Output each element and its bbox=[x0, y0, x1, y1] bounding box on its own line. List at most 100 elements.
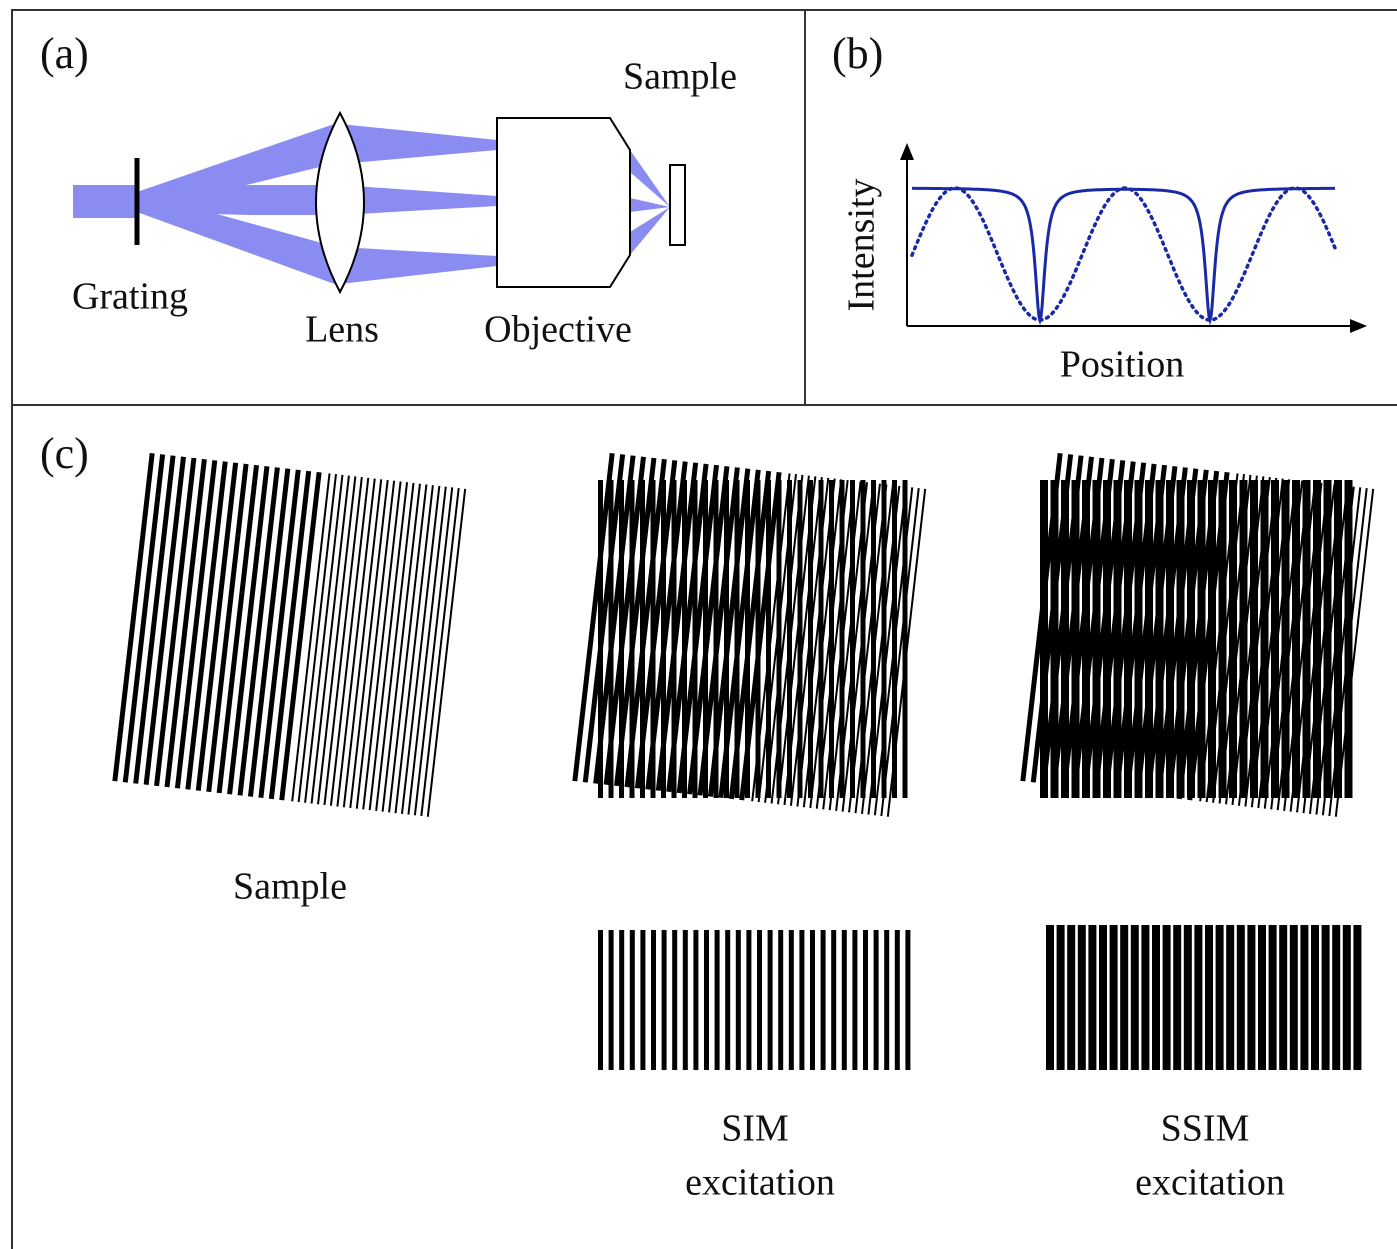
stripe bbox=[819, 480, 824, 798]
stripe bbox=[609, 930, 614, 1070]
stripe bbox=[185, 461, 227, 789]
stripe bbox=[1258, 925, 1266, 1070]
stripe bbox=[1163, 925, 1171, 1070]
stripe bbox=[871, 480, 876, 798]
panel-label: (b) bbox=[832, 29, 883, 78]
stripe bbox=[840, 480, 845, 798]
stripe-group bbox=[598, 930, 910, 1070]
stripe bbox=[1290, 925, 1298, 1070]
objective-label: Objective bbox=[484, 309, 632, 351]
stripe bbox=[1110, 925, 1118, 1070]
stripe bbox=[874, 930, 879, 1070]
stripe bbox=[1343, 925, 1351, 1070]
stripe bbox=[672, 930, 677, 1070]
stripe bbox=[672, 480, 677, 798]
stripe bbox=[1067, 925, 1075, 1070]
stripe bbox=[217, 465, 259, 793]
stripe bbox=[1120, 925, 1128, 1070]
stripe bbox=[227, 466, 269, 794]
stripe bbox=[196, 462, 238, 790]
stripe bbox=[905, 930, 910, 1070]
stripe bbox=[598, 930, 603, 1070]
stripe bbox=[1303, 480, 1311, 798]
stripe bbox=[693, 480, 698, 798]
x-axis-label: Position bbox=[1060, 344, 1185, 386]
stripe bbox=[1124, 480, 1132, 798]
stripe bbox=[693, 930, 698, 1070]
stripe bbox=[1061, 480, 1069, 798]
curve-dotted bbox=[912, 188, 1335, 320]
stripe bbox=[1131, 925, 1139, 1070]
stripe bbox=[1103, 480, 1111, 798]
stripe bbox=[1205, 925, 1213, 1070]
stripe bbox=[715, 930, 720, 1070]
stripe bbox=[258, 470, 300, 798]
stripe bbox=[789, 930, 794, 1070]
stripe-group bbox=[1046, 925, 1361, 1070]
stripe bbox=[1156, 480, 1164, 798]
stripe bbox=[829, 480, 834, 798]
panel-label: (a) bbox=[40, 29, 89, 78]
stripe bbox=[735, 480, 740, 798]
stripe-group bbox=[112, 453, 466, 817]
stripe bbox=[1240, 480, 1248, 798]
stripe bbox=[1282, 480, 1290, 798]
stripe bbox=[175, 460, 217, 788]
stripe bbox=[892, 480, 897, 798]
stripe bbox=[1114, 480, 1122, 798]
stripe bbox=[1177, 480, 1185, 798]
stripe bbox=[206, 464, 248, 792]
sample-caption: Sample bbox=[233, 866, 347, 908]
stripe bbox=[1082, 480, 1090, 798]
grating-label: Grating bbox=[72, 276, 188, 318]
stripe bbox=[1166, 480, 1174, 798]
stripe bbox=[842, 930, 847, 1070]
stripe bbox=[778, 930, 783, 1070]
stripe bbox=[884, 930, 889, 1070]
stripe bbox=[640, 930, 645, 1070]
stripe bbox=[799, 930, 804, 1070]
stripe bbox=[756, 480, 761, 798]
stripe bbox=[1229, 480, 1237, 798]
stripe bbox=[703, 480, 708, 798]
stripe bbox=[1279, 925, 1287, 1070]
stripe bbox=[1300, 925, 1308, 1070]
stripe bbox=[1247, 925, 1255, 1070]
stripe bbox=[661, 480, 666, 798]
stripe bbox=[1046, 925, 1054, 1070]
stripe bbox=[1345, 480, 1353, 798]
stripe bbox=[863, 930, 868, 1070]
stripe bbox=[768, 930, 773, 1070]
stripe bbox=[777, 480, 782, 798]
lens-label: Lens bbox=[305, 309, 379, 351]
stripe bbox=[798, 480, 803, 798]
stripe bbox=[1040, 480, 1048, 798]
stripe bbox=[1226, 925, 1234, 1070]
stripe bbox=[1152, 925, 1160, 1070]
stripe bbox=[154, 458, 196, 786]
stripe bbox=[619, 930, 624, 1070]
stripe bbox=[248, 468, 290, 796]
stripe bbox=[724, 480, 729, 798]
stripe bbox=[1208, 480, 1216, 798]
stripe bbox=[745, 480, 750, 798]
y-axis-label: Intensity bbox=[841, 179, 883, 312]
stripe bbox=[861, 480, 866, 798]
stripe bbox=[1216, 925, 1224, 1070]
stripe bbox=[598, 480, 603, 798]
stripe bbox=[1051, 480, 1059, 798]
axes bbox=[900, 143, 1367, 333]
stripe bbox=[630, 480, 635, 798]
stripe bbox=[630, 930, 635, 1070]
stripe bbox=[1088, 925, 1096, 1070]
panel-label: (c) bbox=[40, 429, 89, 478]
stripe bbox=[1332, 925, 1340, 1070]
stripe bbox=[1099, 925, 1107, 1070]
stripe bbox=[757, 930, 762, 1070]
stripe bbox=[144, 457, 186, 785]
optics bbox=[73, 113, 685, 292]
stripe bbox=[1194, 925, 1202, 1070]
stripe bbox=[1313, 480, 1321, 798]
stripe bbox=[683, 930, 688, 1070]
stripe bbox=[1324, 480, 1332, 798]
